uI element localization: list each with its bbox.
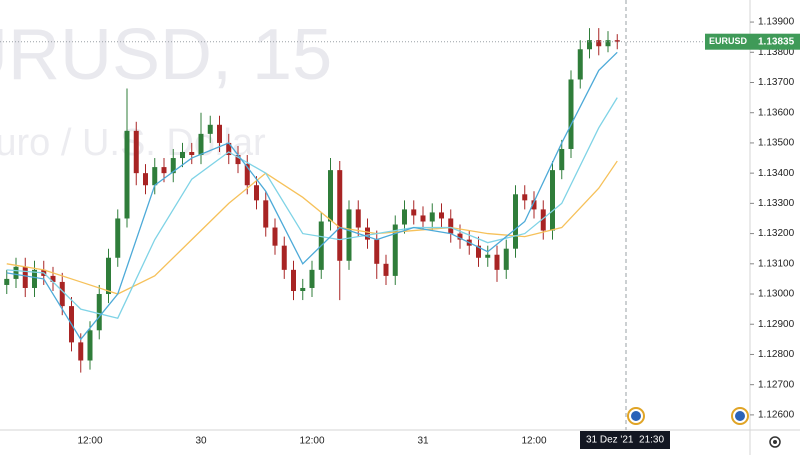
price-tag-symbol: EURUSD [709,36,748,46]
candle-body [605,40,611,47]
candle-body [13,266,19,279]
candle-body [254,185,259,201]
price-tag-box [705,33,800,50]
x-tick-label: 30 [195,436,207,447]
candle-body [309,269,315,288]
candle-body [281,245,287,270]
candle-body [402,209,407,225]
candle-body [420,215,426,222]
candle-body [115,218,121,258]
candle-body [429,212,435,222]
candle-body [161,167,167,174]
candle-body [22,266,28,288]
candle-body [78,342,84,361]
candle-body [577,49,583,80]
candle-body [346,209,352,261]
candle-body [365,227,370,240]
candle-body [244,164,250,186]
moving-average-line [6,97,618,319]
candle-body [96,294,102,331]
candle-body [263,200,269,228]
candle-body [207,124,213,134]
x-tick-label: 12:00 [521,436,546,447]
candle-body [106,257,111,295]
watermark-description: Euro / U.S. Dollar [0,122,266,164]
x-tick-label: 12:00 [299,436,324,447]
candle-body [300,287,306,291]
candle-body [217,124,222,143]
y-tick-label: 1.13500 [758,138,795,149]
candle-body [448,218,454,234]
candle-body [392,224,398,276]
candle-body [133,130,139,174]
candle-body [550,170,555,231]
candle-body [170,158,176,174]
price-tag-value: 1.13835 [758,36,795,47]
x-tick-label: 12:00 [77,436,102,447]
candle-body [272,227,278,246]
crosshair-time-label: 31 Dez '21 21:30 [586,435,665,446]
candle-body [32,269,37,288]
candle-body [513,194,518,249]
y-tick-label: 1.13600 [758,107,795,118]
candle-body [587,40,592,50]
candle-body [374,239,380,264]
y-tick-label: 1.13800 [758,47,795,58]
candle-body [383,263,389,276]
y-tick-label: 1.13400 [758,168,795,179]
crosshair-time-box [580,431,670,449]
x-tick-label: 31 [417,436,429,447]
y-tick-label: 1.13100 [758,258,795,269]
candle-body [59,281,65,307]
candle-body [485,254,491,258]
y-tick-label: 1.13700 [758,77,795,88]
candle-body [531,200,537,210]
y-tick-label: 1.13900 [758,17,795,28]
candle-body [50,275,56,282]
candle-body [124,130,130,219]
candle-body [596,40,602,47]
watermark-symbol: EURUSD, 15 [0,15,332,95]
event-icon-inner [735,411,745,421]
y-tick-label: 1.12900 [758,319,795,330]
candle-body [355,209,361,228]
candle-body [198,133,204,156]
y-tick-label: 1.12800 [758,349,795,360]
candle-body [4,278,10,285]
candle-body [494,254,500,270]
candle-body [291,269,296,291]
candle-body [189,151,195,156]
settings-icon[interactable] [769,436,781,448]
y-tick-label: 1.13300 [758,198,795,209]
y-tick-label: 1.13000 [758,289,795,300]
candle-body [559,148,565,171]
event-icon-inner [631,411,641,421]
candle-body [540,209,546,231]
candle-body [614,40,620,42]
candle-body [411,209,417,216]
candle-body [143,173,148,186]
candle-body [568,79,574,149]
candle-body [503,248,509,270]
candle-body [476,245,481,258]
candle-body [522,194,528,201]
candle-body [226,142,232,156]
moving-average-line [6,160,618,295]
candle-body [180,151,185,159]
candle-body [337,170,343,261]
y-tick-label: 1.13200 [758,228,795,239]
y-tick-label: 1.12600 [758,410,795,421]
candle-body [328,170,333,222]
plot-area: EURUSD, 15 Euro / U.S. Dollar [0,15,620,373]
candle-body [235,155,241,165]
candle-body [152,167,158,186]
candle-body [87,330,93,361]
moving-average-line [6,51,618,341]
y-tick-label: 1.12700 [758,379,795,390]
candle-body [439,212,444,219]
candle-body [457,233,463,240]
